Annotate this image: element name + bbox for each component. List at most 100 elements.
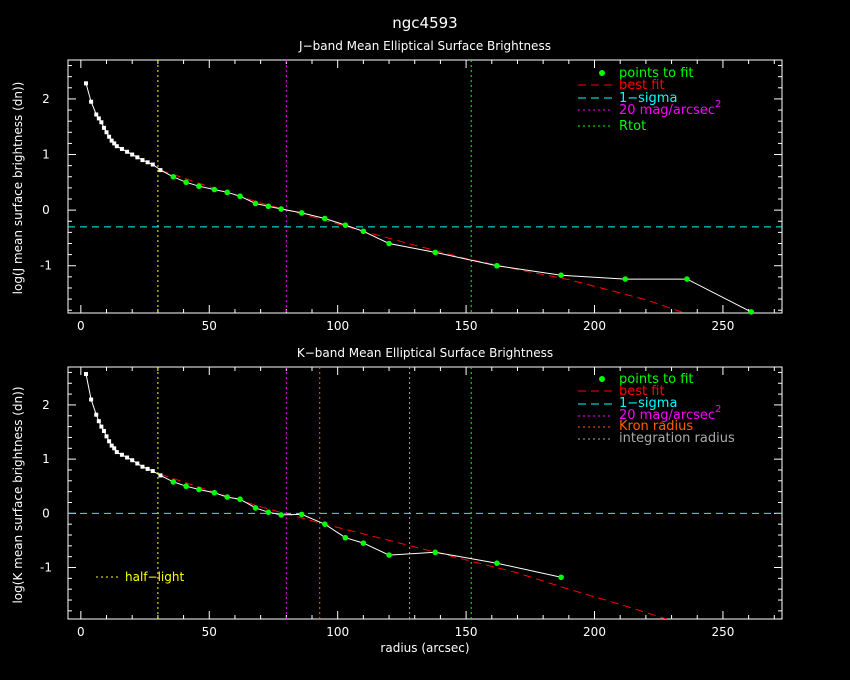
legend-mag20-sup: 2 [715, 99, 721, 110]
profile-point [107, 134, 112, 139]
x-tick-label: 200 [583, 319, 606, 333]
j-band-ylabel: log(J mean surface brightness (dn)) [11, 82, 25, 295]
j-band-panel: J−band Mean Elliptical Surface Brightnes… [11, 39, 783, 333]
y-tick-label: 1 [42, 452, 50, 466]
y-tick-label: -1 [40, 561, 52, 575]
profile-point [158, 473, 163, 478]
x-tick-label: 0 [77, 319, 85, 333]
best-fit-line [160, 169, 685, 313]
legend-sigma-label: 1−sigma [619, 91, 677, 106]
profile-point [119, 146, 124, 151]
profile-point [104, 130, 109, 135]
j-band-legend: points to fit best fit 1−sigma 20 mag/ar… [578, 66, 721, 134]
profile-point [135, 155, 140, 160]
fit-point [252, 505, 259, 511]
fit-point [432, 249, 439, 256]
profile-point [150, 469, 155, 474]
fit-point [183, 179, 189, 186]
profile-point [101, 125, 106, 130]
profile-point [114, 450, 119, 455]
x-tick-label: 100 [326, 319, 349, 333]
fit-point [211, 489, 218, 496]
profile-point [145, 466, 150, 471]
plot-area: 0 50 100 150 200 250 -1 0 1 2 [40, 59, 783, 333]
profile-point [107, 439, 112, 444]
x-tick-label: 100 [326, 625, 349, 639]
fit-point [360, 540, 367, 546]
profile-point [109, 138, 114, 143]
x-tick-label: 0 [77, 625, 85, 639]
profile-point [114, 144, 119, 149]
legend-kron-label: Kron radius [619, 419, 693, 434]
fit-point [360, 228, 367, 235]
k-band-ylabel: log(K mean surface brightness (dn)) [11, 386, 25, 603]
x-tick-label: 50 [202, 319, 217, 333]
profile-point [150, 162, 155, 167]
x-tick-label: 250 [711, 625, 734, 639]
profile-point [94, 412, 99, 417]
profile-point [96, 419, 101, 424]
y-tick-label: 0 [42, 203, 50, 217]
best-fit-line [160, 473, 667, 619]
plot-area: 0 50 100 150 200 250 -1 0 1 2 [40, 366, 783, 639]
k-band-xlabel: radius (arcsec) [380, 641, 469, 655]
fit-point [278, 206, 284, 212]
fit-point [298, 511, 305, 518]
y-tick-label: 2 [42, 92, 50, 106]
profile-point [140, 464, 145, 469]
y-tick-label: 0 [42, 506, 50, 520]
profile-point [99, 424, 104, 429]
y-tick-label: 2 [42, 398, 50, 412]
fit-point [237, 496, 243, 503]
profile-point [89, 99, 94, 104]
plot-frame [67, 366, 783, 620]
fit-point [342, 534, 349, 541]
fit-point [237, 193, 243, 200]
page-title: ngc4593 [392, 14, 457, 32]
profile-point [125, 149, 130, 154]
legend-mag20-label: 20 mag/arcsec2 [619, 99, 721, 118]
profile-point [112, 141, 117, 146]
plot-frame [67, 59, 783, 314]
profile-point [112, 446, 117, 451]
profile-point [158, 168, 163, 173]
fit-point [196, 183, 202, 190]
profile-point [89, 397, 94, 402]
fit-point [298, 210, 305, 216]
fit-point [265, 509, 272, 516]
fit-point [278, 512, 284, 518]
profile-point [101, 428, 106, 433]
legend-mag20-label: 20 mag/arcsec2 [619, 404, 721, 423]
fit-point [386, 240, 392, 247]
profile-point [135, 461, 140, 466]
fit-point [342, 222, 349, 228]
fit-point [183, 483, 189, 490]
fit-point [265, 203, 272, 210]
fit-point [684, 276, 690, 282]
profile-point [130, 152, 135, 157]
fit-point [224, 189, 231, 196]
profile-point [109, 443, 114, 448]
fit-point [494, 262, 500, 269]
profile-point [119, 452, 124, 457]
fit-point [170, 479, 177, 485]
legend-mag20-text: 20 mag/arcsec [619, 408, 715, 423]
legend-mag20-sup: 2 [715, 404, 721, 415]
fit-point [558, 272, 564, 278]
legend-points-label: points to fit [619, 66, 694, 81]
legend-sigma-label: 1−sigma [619, 396, 677, 411]
legend-points-symbol [599, 376, 605, 382]
x-tick-label: 150 [455, 625, 478, 639]
fit-point [622, 276, 629, 282]
x-tick-label: 200 [583, 625, 606, 639]
fit-point [224, 494, 231, 500]
profile-point [96, 116, 101, 121]
j-band-title: J−band Mean Elliptical Surface Brightnes… [298, 39, 551, 53]
profile-point [145, 160, 150, 165]
fit-point [494, 560, 500, 566]
legend-mag20-text: 20 mag/arcsec [619, 103, 715, 118]
x-tick-label: 250 [711, 319, 734, 333]
profile-point [83, 81, 88, 86]
profile-point [125, 455, 130, 460]
